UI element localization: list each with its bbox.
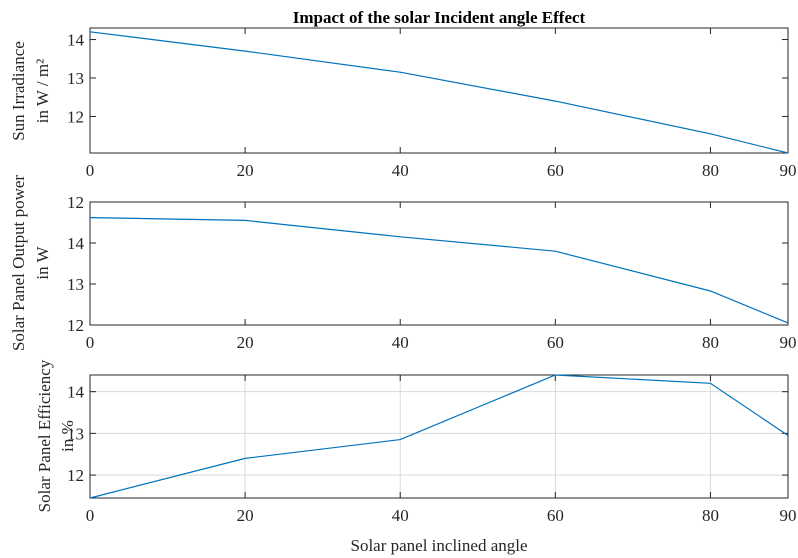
x-tick-label: 40 <box>392 333 409 352</box>
subplot-1: 0 20 40 60 80 90 12 13 14 Sun Irradiance in W / m² <box>9 27 797 180</box>
y-axis-label: Solar Panel Output power <box>9 175 28 351</box>
y-axis-label: in W <box>33 245 52 279</box>
plot-frame <box>89 374 789 499</box>
x-axis-label: Solar panel inclined angle <box>350 536 527 555</box>
y-tick-label: 14 <box>67 383 85 402</box>
y-tick-label: 12 <box>67 466 84 485</box>
x-tick-label: 20 <box>237 161 254 180</box>
x-tick-label: 60 <box>547 506 564 525</box>
y-axis-label: Solar Panel Efficiency <box>35 359 54 512</box>
y-axis-label: in % <box>58 420 77 452</box>
y-tick-label: 13 <box>67 424 84 443</box>
y-tick-label: 14 <box>67 31 85 50</box>
x-tick-label: 0 <box>86 161 95 180</box>
y-axis-label: Sun Irradiance <box>9 41 28 141</box>
x-tick-label: 20 <box>237 506 254 525</box>
x-tick-label: 20 <box>237 333 254 352</box>
series-line <box>89 31 789 154</box>
x-tick-label: 80 <box>702 161 719 180</box>
series-line <box>89 374 789 499</box>
x-tick-label: 0 <box>86 333 95 352</box>
subplots: 0 20 40 60 80 90 12 13 14 Sun Irradiance in W / m²… <box>9 27 797 525</box>
y-tick-label: 12 <box>67 193 84 212</box>
y-tick-label: 13 <box>67 275 84 294</box>
x-tick-label: 90 <box>780 506 797 525</box>
x-tick-label: 0 <box>86 506 95 525</box>
x-tick-label: 40 <box>392 161 409 180</box>
y-tick-label: 12 <box>67 107 84 126</box>
y-axis-label: in W / m² <box>33 59 52 123</box>
plot-area <box>89 27 789 154</box>
plot-area <box>89 374 789 499</box>
y-tick-label: 14 <box>67 234 85 253</box>
y-tick-label: 12 <box>67 316 84 335</box>
x-tick-label: 80 <box>702 506 719 525</box>
y-tick-label: 13 <box>67 69 84 88</box>
x-tick-label: 80 <box>702 333 719 352</box>
x-tick-label: 90 <box>780 161 797 180</box>
subplot-2: 0 20 40 60 80 90 12 13 14 12 Solar Panel Output po… <box>9 175 797 352</box>
x-tick-label: 90 <box>780 333 797 352</box>
series-line <box>89 217 789 324</box>
x-tick-label: 60 <box>547 161 564 180</box>
x-tick-label: 60 <box>547 333 564 352</box>
figure-title: Impact of the solar Incident angle Effec… <box>293 8 586 27</box>
subplot-3: 0 20 40 60 80 90 12 13 14 Solar Panel Efficiency i… <box>35 359 797 525</box>
x-tick-label: 40 <box>392 506 409 525</box>
plot-area <box>89 201 789 326</box>
